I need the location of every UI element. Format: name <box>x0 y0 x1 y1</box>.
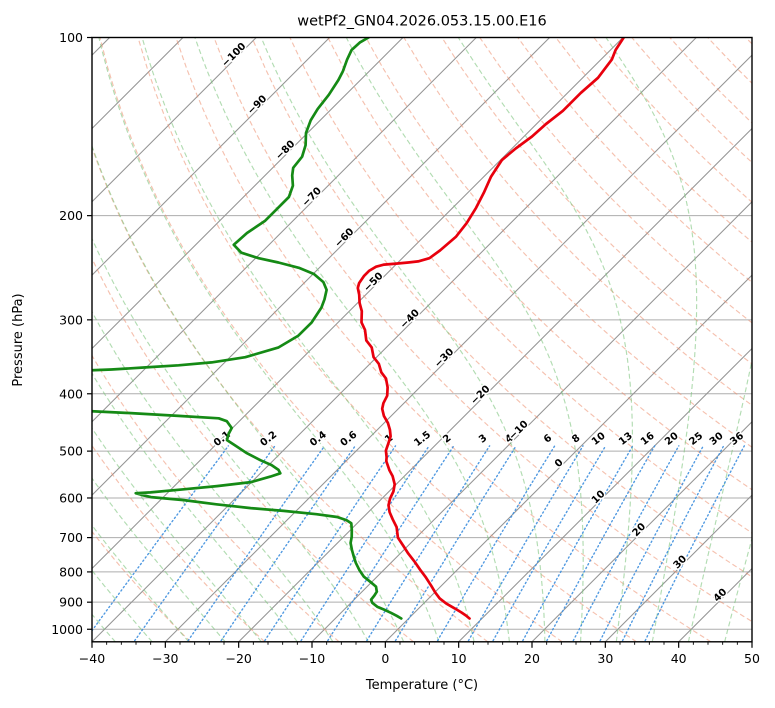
temperature-trace <box>356 37 626 620</box>
x-axis-label: Temperature (°C) <box>365 678 478 693</box>
y-tick-label: 400 <box>59 386 83 401</box>
x-tick-label: 50 <box>744 651 760 666</box>
y-tick-label: 500 <box>59 444 83 459</box>
y-tick-label: 200 <box>59 208 83 223</box>
isotherm-label: −70 <box>300 186 324 210</box>
pressure-gridlines <box>92 37 752 630</box>
y-tick-label: 700 <box>59 530 83 545</box>
mixing-ratio-lines <box>92 445 745 642</box>
chart-title: wetPf2_GN04.2026.053.15.00.E16 <box>297 14 546 30</box>
mixing-ratio-label: 30 <box>708 431 726 448</box>
moist-adiabat-lines <box>92 37 752 642</box>
x-tick-label: −20 <box>225 651 251 666</box>
isotherm-label: −100 <box>220 41 248 69</box>
contour-labels: 0.1 0.2 0.4 0.6 1 1.5 2 3 4 6 8 10 13 16 20 25 30 36−100−… <box>211 39 748 605</box>
y-tick-label: 800 <box>59 564 83 579</box>
isotherm-label: 0 <box>553 457 566 470</box>
isotherm-label: 10 <box>590 489 608 507</box>
mixing-ratio-label: 10 <box>590 431 608 448</box>
x-tick-label: −40 <box>79 651 105 666</box>
mixing-ratio-label: 36 <box>728 431 746 448</box>
mixing-ratio-label: 0.6 <box>339 429 360 449</box>
isotherm-label: −90 <box>246 93 270 117</box>
isotherm-label: −80 <box>274 139 298 163</box>
x-tick-label: 20 <box>524 651 540 666</box>
isotherm-label: −60 <box>333 226 357 250</box>
isotherm-lines <box>92 37 752 642</box>
y-tick-label: 300 <box>59 312 83 327</box>
dry-adiabat-lines <box>92 37 752 642</box>
mixing-ratio-label: 1.5 <box>412 429 433 449</box>
axes-frame <box>91 36 753 643</box>
x-tick-label: −30 <box>152 651 178 666</box>
x-tick-label: 40 <box>671 651 687 666</box>
y-tick-label: 100 <box>59 30 83 45</box>
mixing-ratio-label: 6 <box>542 433 554 446</box>
isotherm-label: −40 <box>398 308 422 332</box>
profile-traces <box>92 37 626 620</box>
y-tick-label: 1000 <box>51 622 83 637</box>
y-tick-label: 900 <box>59 595 83 610</box>
axis-ticks <box>87 36 753 648</box>
isotherm-label: −20 <box>469 384 493 408</box>
x-tick-label: 10 <box>451 651 467 666</box>
mixing-ratio-label: 25 <box>687 431 705 448</box>
mixing-ratio-label: 3 <box>477 433 489 446</box>
mixing-ratio-label: 0.2 <box>258 429 279 449</box>
dewpoint-trace <box>92 37 403 620</box>
mixing-ratio-label: 20 <box>663 431 681 448</box>
isotherm-label: 20 <box>631 521 649 539</box>
y-axis-label: Pressure (hPa) <box>11 293 26 386</box>
mixing-ratio-label: 8 <box>570 433 582 446</box>
mixing-ratio-label: 16 <box>639 431 657 448</box>
isotherm-label: −30 <box>433 347 457 371</box>
y-tick-label: 600 <box>59 490 83 505</box>
mixing-ratio-label: 0.4 <box>308 429 329 449</box>
x-tick-label: 0 <box>381 651 389 666</box>
mixing-ratio-label: 2 <box>441 433 453 446</box>
x-tick-label: 30 <box>597 651 613 666</box>
isotherm-label: −10 <box>507 419 531 443</box>
x-tick-label: −10 <box>299 651 325 666</box>
